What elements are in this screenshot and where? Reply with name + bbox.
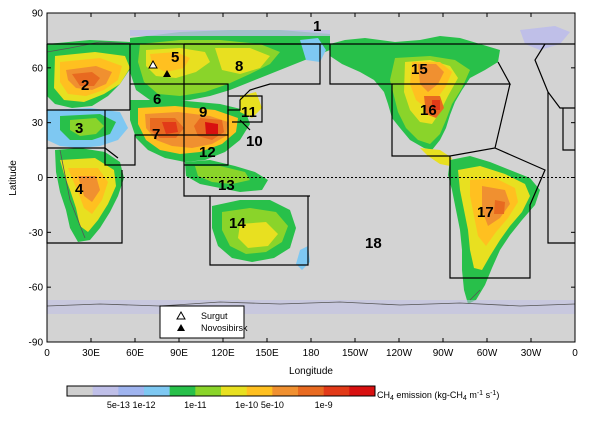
colorbar-title: CH4 emission (kg-CH4 m-1 s-1) (377, 390, 499, 402)
region-label-15: 15 (411, 61, 428, 78)
region-label-9: 9 (199, 104, 207, 121)
colorbar-swatch (67, 386, 93, 396)
region-label-8: 8 (235, 58, 243, 75)
x-tick-label: 30E (82, 348, 100, 359)
emission-patches (47, 26, 575, 314)
colorbar-swatch (92, 386, 119, 396)
x-axis-ticks: 0 30E 60E 90E 120E 150E 180 150W 120W 90W 60W 30W 0 (44, 13, 578, 359)
colorbar-swatch (298, 386, 324, 396)
x-axis-title: Longitude (289, 366, 333, 377)
region-label-14: 14 (229, 215, 246, 232)
y-tick-label: 90 (32, 9, 44, 20)
x-tick-label: 120W (386, 348, 413, 359)
region-boundaries (46, 43, 575, 279)
x-tick-label: 150E (255, 348, 279, 359)
x-tick-label: 0 (44, 348, 50, 359)
colorbar-swatch (118, 386, 145, 396)
y-axis-ticks: 90 60 30 0 -30 -60 -90 (29, 9, 575, 349)
y-tick-label: 60 (32, 63, 44, 74)
y-tick-label: -30 (29, 228, 44, 239)
x-tick-label: 120E (211, 348, 235, 359)
legend-surgut-symbol (176, 310, 186, 320)
x-tick-label: 150W (342, 348, 369, 359)
colorbar-tick-label: 1e-12 (132, 400, 155, 410)
y-tick-label: 0 (37, 173, 43, 184)
colorbar-swatch (144, 386, 170, 396)
station-legend: Surgut Novosibirsk (159, 305, 248, 339)
legend-novosibirsk-symbol (177, 324, 185, 331)
region-label-3: 3 (75, 120, 83, 137)
surgut-marker (148, 59, 158, 69)
station-markers (148, 59, 171, 77)
region-label-5: 5 (171, 49, 179, 66)
region-label-11: 11 (241, 104, 257, 121)
colorbar-swatch (272, 386, 299, 396)
colorbar-tick-label: 5e-10 (261, 400, 284, 410)
y-tick-label: -60 (29, 283, 44, 294)
region-label-17: 17 (477, 204, 494, 221)
colorbar-swatch (195, 386, 222, 396)
region-label-10: 10 (246, 133, 263, 150)
colorbar-frame (66, 385, 376, 397)
region-label-6: 6 (153, 91, 161, 108)
colorbar-swatch (169, 386, 196, 396)
colorbar-swatch (349, 386, 376, 396)
colorbar-swatch (221, 386, 247, 396)
colorbar-tick-label: 1e-9 (315, 400, 333, 410)
region-label-18: 18 (365, 235, 382, 252)
colorbar-swatch (246, 386, 273, 396)
legend-surgut-label: Surgut (201, 311, 228, 321)
x-tick-label: 30W (521, 348, 542, 359)
colorbar-tick-label: 1e-10 (235, 400, 258, 410)
x-tick-label: 180 (303, 348, 320, 359)
colorbar-swatch (323, 386, 350, 396)
region-labels: 1 2 3 4 5 6 7 8 9 10 11 12 13 14 15 16 1… (75, 18, 494, 252)
y-tick-label: 30 (32, 118, 44, 129)
region-label-16: 16 (420, 102, 437, 119)
region-label-13: 13 (218, 177, 235, 194)
x-tick-label: 90E (170, 348, 188, 359)
coastlines (46, 41, 576, 307)
x-tick-label: 90W (433, 348, 454, 359)
legend-novosibirsk-label: Novosibirsk (201, 323, 248, 333)
x-tick-label: 60W (477, 348, 498, 359)
region-label-2: 2 (81, 77, 89, 94)
y-axis-title: Latitude (8, 160, 19, 196)
region-label-1: 1 (313, 18, 321, 35)
region-label-4: 4 (75, 181, 84, 198)
region-label-7: 7 (152, 126, 160, 143)
novosibirsk-marker (163, 70, 171, 77)
colorbar-tick-label: 1e-11 (184, 400, 206, 410)
x-tick-label: 0 (572, 348, 578, 359)
colorbar-tick-label: 5e-13 (107, 400, 130, 410)
x-tick-label: 60E (126, 348, 144, 359)
region-label-12: 12 (199, 144, 216, 161)
colorbar: 5e-13 1e-12 1e-11 1e-10 5e-10 1e-9 (66, 385, 376, 410)
y-tick-label: -90 (29, 338, 44, 349)
